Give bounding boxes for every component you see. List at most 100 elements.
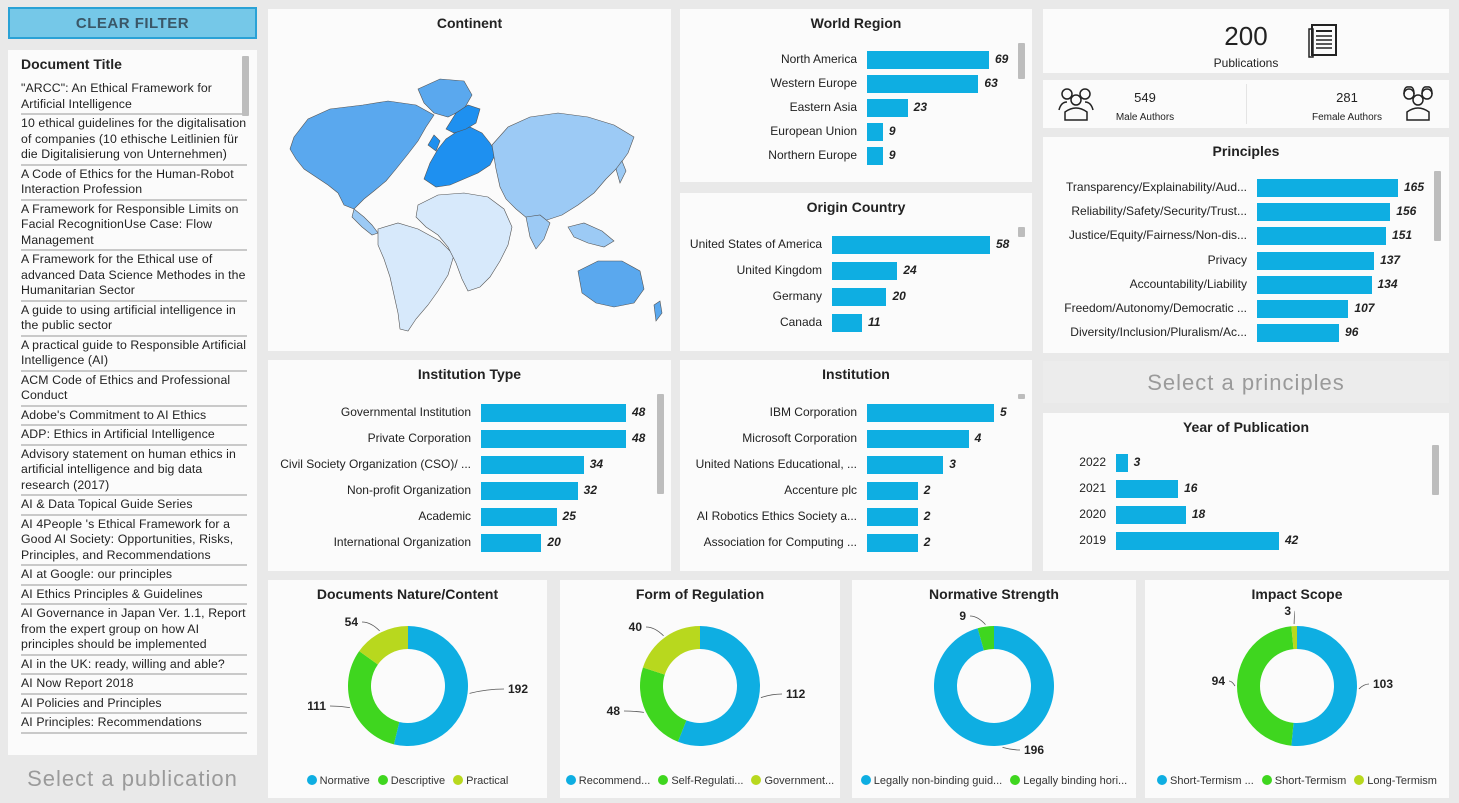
bar[interactable]	[832, 236, 990, 254]
bar[interactable]	[1257, 300, 1349, 318]
institution-type-row[interactable]: International Organization 20	[268, 534, 671, 552]
world-region-row[interactable]: Eastern Asia 23	[680, 99, 1032, 117]
document-item[interactable]: A practical guide to Responsible Artific…	[21, 337, 247, 372]
bar[interactable]	[867, 99, 908, 117]
document-list[interactable]: "ARCC": An Ethical Framework for Artific…	[21, 80, 247, 752]
legend-item[interactable]: Practical	[453, 775, 508, 787]
bar[interactable]	[1116, 532, 1279, 550]
institution-row[interactable]: AI Robotics Ethics Society a... 2	[680, 508, 1032, 526]
world-map[interactable]	[268, 9, 671, 351]
document-item[interactable]: AI & Data Topical Guide Series	[21, 496, 247, 516]
document-item[interactable]: Adobe's Commitment to AI Ethics	[21, 407, 247, 426]
donut-slice[interactable]	[1291, 626, 1357, 746]
bar[interactable]	[481, 430, 626, 448]
legend-item[interactable]: Short-Termism ...	[1157, 775, 1254, 787]
select-principles-box[interactable]: Select a principles	[1043, 361, 1449, 403]
bar[interactable]	[867, 404, 994, 422]
institution-row[interactable]: Microsoft Corporation 4	[680, 430, 1032, 448]
principles-row[interactable]: Freedom/Autonomy/Democratic ... 107	[1043, 300, 1449, 318]
bar[interactable]	[867, 430, 969, 448]
document-item[interactable]: A Framework for Responsible Limits on Fa…	[21, 201, 247, 251]
year-row[interactable]: 2021 16	[1043, 480, 1449, 498]
document-item[interactable]: AI in the UK: ready, willing and able?	[21, 656, 247, 675]
bar[interactable]	[481, 482, 578, 500]
clear-filter-button[interactable]: CLEAR FILTER	[8, 7, 257, 39]
institution-row[interactable]: Accenture plc 2	[680, 482, 1032, 500]
bar[interactable]	[1257, 203, 1391, 222]
bar[interactable]	[867, 482, 918, 500]
institution-scrollbar[interactable]	[1018, 394, 1025, 399]
bar[interactable]	[481, 456, 584, 474]
origin-country-row[interactable]: Canada 11	[680, 314, 1032, 332]
bar[interactable]	[867, 75, 979, 93]
bar[interactable]	[867, 51, 989, 69]
bar[interactable]	[867, 147, 883, 165]
document-list-scrollbar[interactable]	[242, 56, 249, 116]
institution-type-scrollbar[interactable]	[657, 394, 664, 494]
legend-item[interactable]: Legally binding hori...	[1010, 775, 1127, 787]
donut-slice[interactable]	[677, 626, 760, 746]
document-item[interactable]: AI Policies and Principles	[21, 695, 247, 714]
principles-row[interactable]: Accountability/Liability 134	[1043, 275, 1449, 294]
donut-slice[interactable]	[640, 667, 687, 742]
year-row[interactable]: 2022 3	[1043, 454, 1449, 472]
world-region-row[interactable]: Northern Europe 9	[680, 147, 1032, 165]
bar[interactable]	[1257, 179, 1398, 197]
bar[interactable]	[867, 508, 918, 526]
document-item[interactable]: 10 ethical guidelines for the digitalisa…	[21, 115, 247, 166]
donut-slice[interactable]	[977, 626, 994, 651]
donut-slice[interactable]	[348, 651, 400, 745]
origin-country-row[interactable]: United States of America 58	[680, 236, 1032, 254]
bar[interactable]	[1257, 227, 1387, 246]
document-item[interactable]: A guide to using artificial intelligence…	[21, 302, 247, 337]
legend-item[interactable]: Recommend...	[565, 775, 650, 787]
bar[interactable]	[481, 534, 542, 552]
legend-item[interactable]: Short-Termism	[1261, 775, 1346, 787]
donut-slice[interactable]	[1291, 626, 1297, 650]
donut-slice[interactable]	[359, 626, 408, 665]
document-item[interactable]: A Framework for the Ethical use of advan…	[21, 251, 247, 302]
bar[interactable]	[1116, 506, 1186, 524]
legend-item[interactable]: Descriptive	[377, 775, 445, 787]
document-item[interactable]: ACM Code of Ethics and Professional Cond…	[21, 372, 247, 407]
institution-row[interactable]: Association for Computing ... 2	[680, 534, 1032, 552]
institution-type-row[interactable]: Governmental Institution 48	[268, 404, 671, 422]
document-item[interactable]: ADP: Ethics in Artificial Intelligence	[21, 426, 247, 446]
documents-nature-donut[interactable]: 192 111 54	[268, 580, 547, 798]
donut-slice[interactable]	[1237, 626, 1294, 746]
legend-item[interactable]: Self-Regulati...	[658, 775, 743, 787]
document-item[interactable]: A Code of Ethics for the Human-Robot Int…	[21, 166, 247, 201]
institution-type-row[interactable]: Academic 25	[268, 508, 671, 526]
legend-item[interactable]: Long-Termism	[1354, 775, 1437, 787]
legend-item[interactable]: Legally non-binding guid...	[860, 775, 1002, 787]
bar[interactable]	[1116, 454, 1128, 472]
bar[interactable]	[832, 262, 898, 280]
bar[interactable]	[481, 508, 557, 526]
institution-type-row[interactable]: Private Corporation 48	[268, 430, 671, 448]
bar[interactable]	[1116, 480, 1179, 498]
year-row[interactable]: 2020 18	[1043, 506, 1449, 524]
bar[interactable]	[481, 404, 626, 422]
impact-scope-donut[interactable]: 103 94 3	[1145, 580, 1449, 798]
document-item[interactable]: AI at Google: our principles	[21, 566, 247, 586]
principles-row[interactable]: Diversity/Inclusion/Pluralism/Ac... 96	[1043, 324, 1449, 343]
origin-country-scrollbar[interactable]	[1018, 227, 1025, 237]
document-item[interactable]: AI Ethics Principles & Guidelines	[21, 586, 247, 605]
bar[interactable]	[867, 534, 918, 552]
year-scrollbar[interactable]	[1432, 445, 1439, 495]
world-region-row[interactable]: European Union 9	[680, 123, 1032, 141]
document-item[interactable]: AI Governance in Japan Ver. 1.1, Report …	[21, 605, 247, 656]
legend-item[interactable]: Government...	[751, 775, 834, 787]
world-region-scrollbar[interactable]	[1018, 43, 1025, 79]
donut-slice[interactable]	[642, 626, 700, 675]
bar[interactable]	[867, 456, 944, 474]
principles-row[interactable]: Transparency/Explainability/Aud... 165	[1043, 179, 1449, 197]
principles-row[interactable]: Justice/Equity/Fairness/Non-dis... 151	[1043, 227, 1449, 246]
institution-row[interactable]: United Nations Educational, ... 3	[680, 456, 1032, 474]
world-region-row[interactable]: North America 69	[680, 51, 1032, 69]
document-item[interactable]: AI Principles: Recommendations	[21, 714, 247, 734]
bar[interactable]	[867, 123, 883, 141]
bar[interactable]	[1257, 324, 1340, 343]
bar[interactable]	[1257, 251, 1375, 270]
